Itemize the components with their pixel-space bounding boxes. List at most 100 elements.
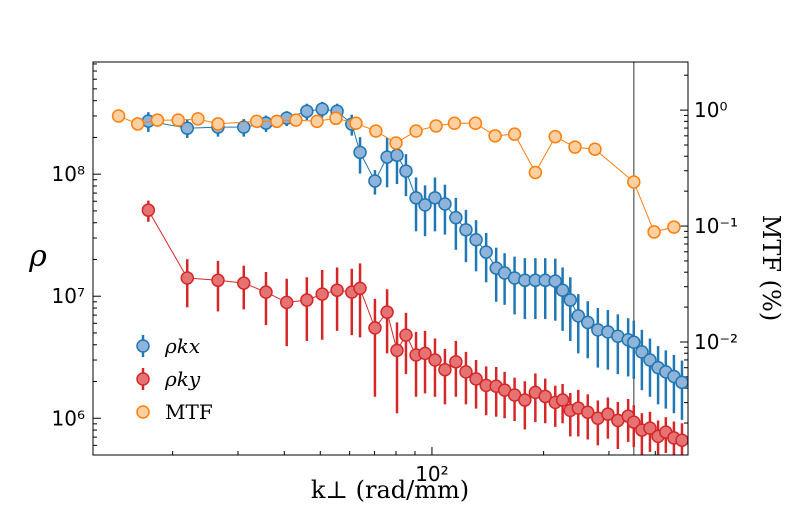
data-point [369, 124, 383, 138]
data-layer [111, 62, 688, 455]
y-tick-label: 10⁶ [52, 406, 85, 430]
data-point [588, 142, 602, 156]
y2-axis-label: MTF (%) [757, 215, 785, 321]
data-point [409, 124, 423, 138]
data-point [315, 287, 329, 301]
data-point [310, 114, 324, 129]
data-point [380, 305, 394, 319]
data-point [409, 191, 423, 205]
data-point [368, 321, 382, 335]
data-point [447, 116, 462, 131]
data-point [438, 362, 452, 377]
plot-frame [92, 61, 689, 456]
data-point [571, 309, 586, 323]
data-point [300, 293, 314, 307]
legend-label: MTF [165, 400, 213, 424]
data-point [418, 346, 432, 361]
data-point [390, 148, 404, 162]
data-point [191, 112, 205, 126]
data-point [518, 393, 532, 407]
data-point [368, 174, 382, 188]
data-point [438, 197, 452, 211]
data-point [389, 136, 403, 150]
legend: ρkx ρky MTF [136, 334, 213, 424]
data-point [279, 295, 294, 310]
legend-label: ρky [164, 367, 201, 391]
data-point [130, 117, 145, 131]
data-point [563, 293, 578, 307]
data-point [349, 116, 363, 131]
y-axis-label: ρ [28, 239, 47, 274]
data-point [667, 220, 681, 234]
data-point [449, 210, 463, 225]
data-point [548, 129, 563, 144]
data-point [643, 353, 657, 367]
data-point [479, 245, 493, 259]
axes-layer: 10² 10⁶ 10⁷ 10⁸ 10⁻² 10⁻¹ 10⁰ [52, 63, 738, 486]
data-point [528, 165, 543, 180]
data-point [428, 353, 442, 367]
data-point [555, 283, 570, 297]
data-point [647, 225, 661, 239]
data-point [300, 104, 314, 118]
data-point [180, 121, 195, 135]
legend-label: ρkx [164, 334, 200, 358]
data-point [111, 109, 126, 123]
data-point [643, 421, 657, 435]
data-point [211, 273, 225, 288]
x-tick-label: 10² [415, 462, 448, 486]
legend-marker [136, 405, 150, 419]
y-tick-label: 10⁷ [52, 284, 85, 308]
data-point [329, 111, 343, 126]
data-point [428, 191, 442, 205]
data-point [627, 335, 641, 349]
data-point [580, 405, 595, 420]
data-point [635, 345, 649, 359]
y-tick-label: 10⁸ [52, 162, 85, 186]
data-point [675, 375, 688, 390]
data-point [399, 328, 413, 342]
data-point [289, 113, 303, 127]
data-point [675, 433, 688, 448]
data-point [449, 355, 463, 369]
data-point [627, 175, 641, 189]
data-point [399, 164, 413, 178]
data-point [507, 127, 522, 141]
data-point [459, 365, 473, 379]
data-point [259, 285, 273, 299]
legend-marker [136, 372, 150, 386]
legend-marker [136, 339, 150, 353]
data-point [468, 116, 483, 131]
y2-tick-label: 10⁰ [694, 98, 727, 122]
y2-tick-label: 10⁻² [694, 330, 738, 354]
data-point [237, 120, 251, 134]
data-point [353, 281, 367, 296]
data-point [211, 117, 225, 131]
data-point [141, 203, 156, 217]
data-point [429, 119, 443, 133]
data-point [555, 393, 570, 407]
data-point [270, 114, 284, 129]
data-point [568, 140, 582, 154]
data-point [237, 276, 251, 290]
data-point [469, 372, 483, 386]
data-point [353, 145, 367, 160]
x-axis-label: k⊥ (rad/mm) [311, 476, 469, 504]
data-point [418, 198, 432, 212]
data-point [171, 113, 185, 127]
data-point [390, 343, 404, 358]
data-point [601, 407, 615, 421]
data-point [627, 415, 641, 429]
data-point [315, 102, 329, 116]
data-point [488, 129, 502, 143]
data-point [580, 315, 595, 330]
data-point [469, 233, 483, 247]
data-point [180, 271, 195, 285]
data-point [548, 274, 563, 288]
data-point [459, 223, 473, 237]
data-point [150, 113, 165, 127]
data-point [538, 389, 552, 404]
data-point [330, 283, 344, 297]
